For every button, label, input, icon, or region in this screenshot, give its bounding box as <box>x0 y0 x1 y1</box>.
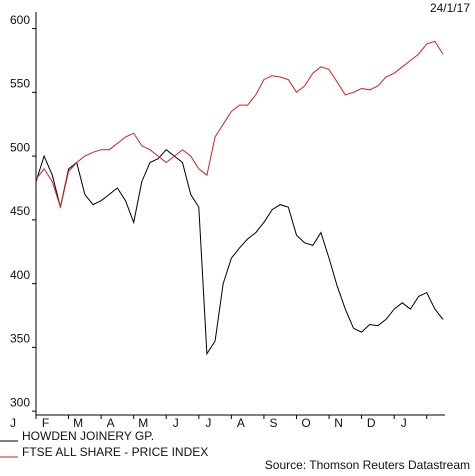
x-tick-label: J <box>10 416 16 430</box>
y-tick-label: 300 <box>10 395 30 409</box>
y-tick-label: 550 <box>10 77 30 91</box>
date: 24/1/17 <box>430 1 470 15</box>
x-tick-label: M <box>73 416 83 430</box>
legend-label: HOWDEN JOINERY GP. <box>22 429 154 443</box>
x-tick-label: J <box>173 416 179 430</box>
legend-label: FTSE ALL SHARE - PRICE INDEX <box>22 445 208 459</box>
x-tick-label: A <box>237 416 245 430</box>
series-line <box>35 149 444 356</box>
y-tick-label: 500 <box>10 140 30 154</box>
x-tick-label: M <box>138 416 148 430</box>
x-tick-label: J <box>205 416 211 430</box>
y-tick-label: 350 <box>10 332 30 346</box>
x-tick-label: A <box>107 416 115 430</box>
x-tick-label: D <box>367 416 376 430</box>
source: Source: Thomson Reuters Datastream <box>265 458 470 472</box>
y-tick-label: 400 <box>10 268 30 282</box>
x-tick-label: F <box>42 416 49 430</box>
x-tick-label: S <box>269 416 277 430</box>
y-tick-label: 600 <box>10 13 30 27</box>
y-tick-label: 450 <box>10 204 30 218</box>
x-tick-label: J <box>401 416 407 430</box>
x-tick-label: O <box>301 416 310 430</box>
series-line <box>35 40 444 209</box>
x-tick-label: N <box>334 416 343 430</box>
